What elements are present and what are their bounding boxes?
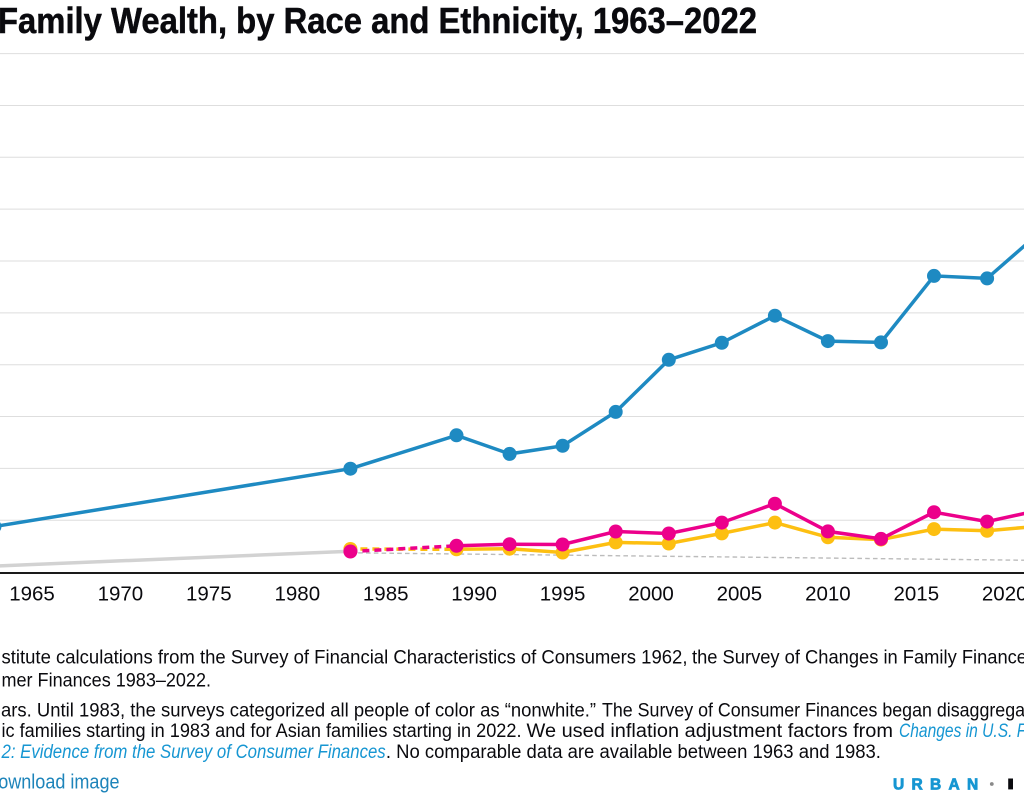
- svg-text:the Survey of Changes in Famil: the Survey of Changes in Family Finance: [692, 648, 1024, 669]
- svg-text:ars. Until 1983, the surveys c: ars. Until 1983, the surveys categorized…: [1, 701, 596, 722]
- svg-text:We used inflation adjustment f: We used inflation adjustment factors fro…: [527, 721, 894, 742]
- svg-text:2000: 2000: [628, 582, 674, 605]
- svg-text:. No comparable data are avail: . No comparable data are available betwe…: [386, 742, 881, 763]
- svg-text:Family Wealth, by Race and Eth: Family Wealth, by Race and Ethnicity, 19…: [0, 0, 757, 41]
- svg-text:1970: 1970: [98, 582, 144, 605]
- svg-text:1995: 1995: [540, 582, 586, 605]
- svg-text:Changes in U.S. Fa: Changes in U.S. Fa: [899, 721, 1024, 742]
- svg-text:1980: 1980: [274, 582, 320, 605]
- svg-text:mer Finances 1983–2022.: mer Finances 1983–2022.: [2, 671, 212, 692]
- svg-text:stitute calculations from the: stitute calculations from the Survey of …: [2, 648, 688, 669]
- svg-text:URBAN: URBAN: [893, 776, 985, 793]
- svg-text:ic families starting in 1983 a: ic families starting in 1983 and for Asi…: [2, 721, 522, 742]
- svg-text:1975: 1975: [186, 582, 232, 605]
- svg-text:Download image: Download image: [0, 771, 120, 794]
- svg-text:2015: 2015: [893, 582, 939, 605]
- svg-text:The Survey of Consumer Finance: The Survey of Consumer Finances began di…: [602, 701, 1024, 722]
- svg-text:2: Evidence from the Survey of: 2: Evidence from the Survey of Consumer …: [1, 742, 387, 763]
- svg-text:2020: 2020: [982, 582, 1024, 605]
- svg-text:1990: 1990: [451, 582, 497, 605]
- svg-text:2010: 2010: [805, 582, 851, 605]
- svg-text:1985: 1985: [363, 582, 409, 605]
- svg-text:1965: 1965: [9, 582, 55, 605]
- svg-text:2005: 2005: [717, 582, 763, 605]
